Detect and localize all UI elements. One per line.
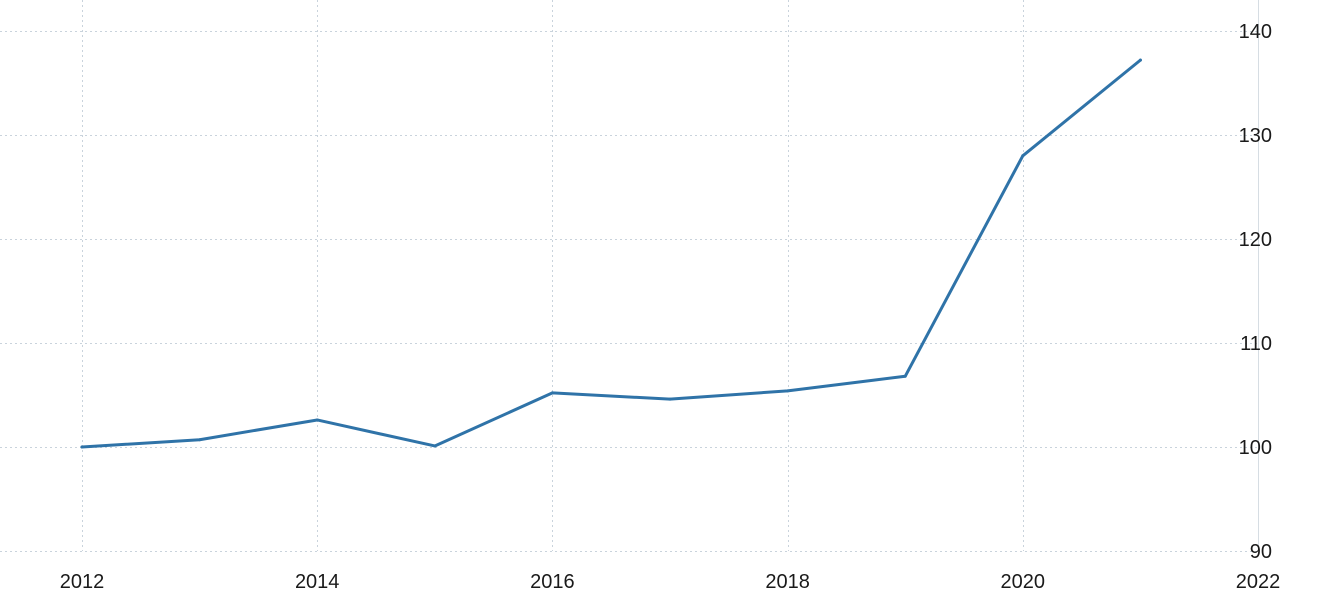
- data-point: [1021, 154, 1025, 158]
- x-tick-label: 2016: [530, 571, 575, 593]
- grid-layer: [0, 0, 1259, 552]
- data-point: [1138, 58, 1142, 62]
- data-point: [550, 391, 554, 395]
- y-tick-label: 110: [1240, 333, 1272, 355]
- y-tick-label: 130: [1239, 125, 1272, 147]
- data-point: [786, 389, 790, 393]
- y-axis-ticks: 90 100 110 120 130 140: [1239, 21, 1272, 563]
- data-point: [903, 374, 907, 378]
- data-point: [433, 444, 437, 448]
- x-tick-label: 2018: [765, 571, 810, 593]
- data-point: [315, 418, 319, 422]
- x-axis-ticks: 2012 2014 2016 2018 2020 2022: [60, 571, 1281, 593]
- series-line: [80, 58, 1142, 449]
- y-tick-label: 120: [1239, 229, 1272, 251]
- data-point: [668, 397, 672, 401]
- x-tick-label: 2014: [295, 571, 340, 593]
- y-tick-label: 90: [1250, 541, 1272, 563]
- x-tick-label: 2022: [1236, 571, 1281, 593]
- x-tick-label: 2012: [60, 571, 105, 593]
- y-tick-label: 140: [1239, 21, 1272, 43]
- data-point: [80, 445, 84, 449]
- x-tick-label: 2020: [1001, 571, 1046, 593]
- series-layer: [80, 58, 1142, 449]
- y-tick-label: 100: [1239, 437, 1272, 459]
- data-point: [198, 438, 202, 442]
